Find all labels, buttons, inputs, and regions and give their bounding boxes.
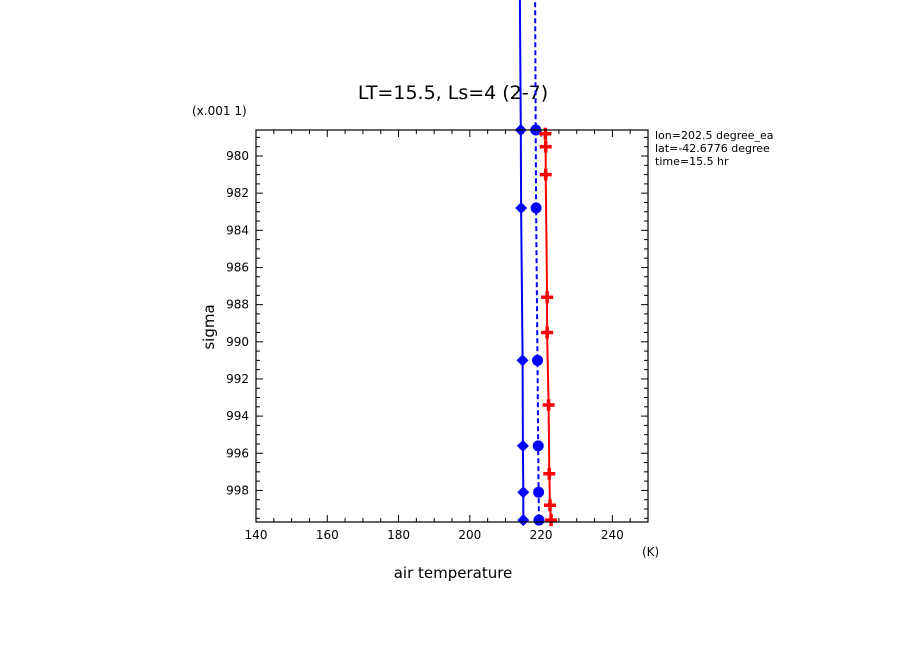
x-tick-label: 160 [316,528,339,542]
series-1-point [517,514,530,527]
y-tick-label: 982 [226,186,249,200]
series-3-point [539,168,552,181]
info-lon: lon=202.5 degree_ea [655,129,774,142]
series-3-point [541,291,554,304]
series-3-point [543,467,556,480]
plot-frame [255,129,649,523]
y-scale-label: (x.001 1) [192,104,247,118]
info-lat: lat=-42.6776 degree [655,142,770,155]
y-tick-label: 990 [226,335,249,349]
y-tick-label: 980 [226,149,249,163]
x-unit-label: (K) [642,545,659,559]
series-1-point [517,486,530,499]
chart-title: LT=15.5, Ls=4 (2-7) [358,82,548,104]
axis-ticks: 140 160 180 200 220 240 980 982 984 986 988 990 992 9… [226,130,649,542]
y-tick-label: 984 [226,223,249,237]
series-2-point [533,514,545,526]
series-2-point [532,354,544,366]
info-time: time=15.5 hr [655,155,729,168]
x-tick-label: 240 [601,528,624,542]
y-tick-label: 986 [226,260,249,274]
x-tick-label: 140 [245,528,268,542]
y-tick-label: 988 [226,298,249,312]
series-2-point [532,440,544,452]
series-1-point [516,439,529,452]
y-tick-label: 992 [226,372,249,386]
plot-series [514,0,558,527]
y-axis-label: sigma [200,304,218,349]
y-tick-label: 998 [226,483,249,497]
x-tick-label: 180 [387,528,410,542]
x-axis-label: air temperature [394,564,513,582]
x-tick-label: 220 [530,528,553,542]
series-3-point [544,499,556,512]
series-3-point [542,398,555,411]
series-2-point [533,486,545,498]
series-3-point [545,514,558,527]
series-2-point [530,202,542,214]
series-1-point [515,202,528,215]
series-1-point [516,354,529,367]
x-tick-label: 200 [458,528,481,542]
y-tick-label: 994 [226,409,249,423]
series-3-point [539,140,552,153]
y-tick-label: 996 [226,446,249,460]
series-3-point [541,326,554,339]
